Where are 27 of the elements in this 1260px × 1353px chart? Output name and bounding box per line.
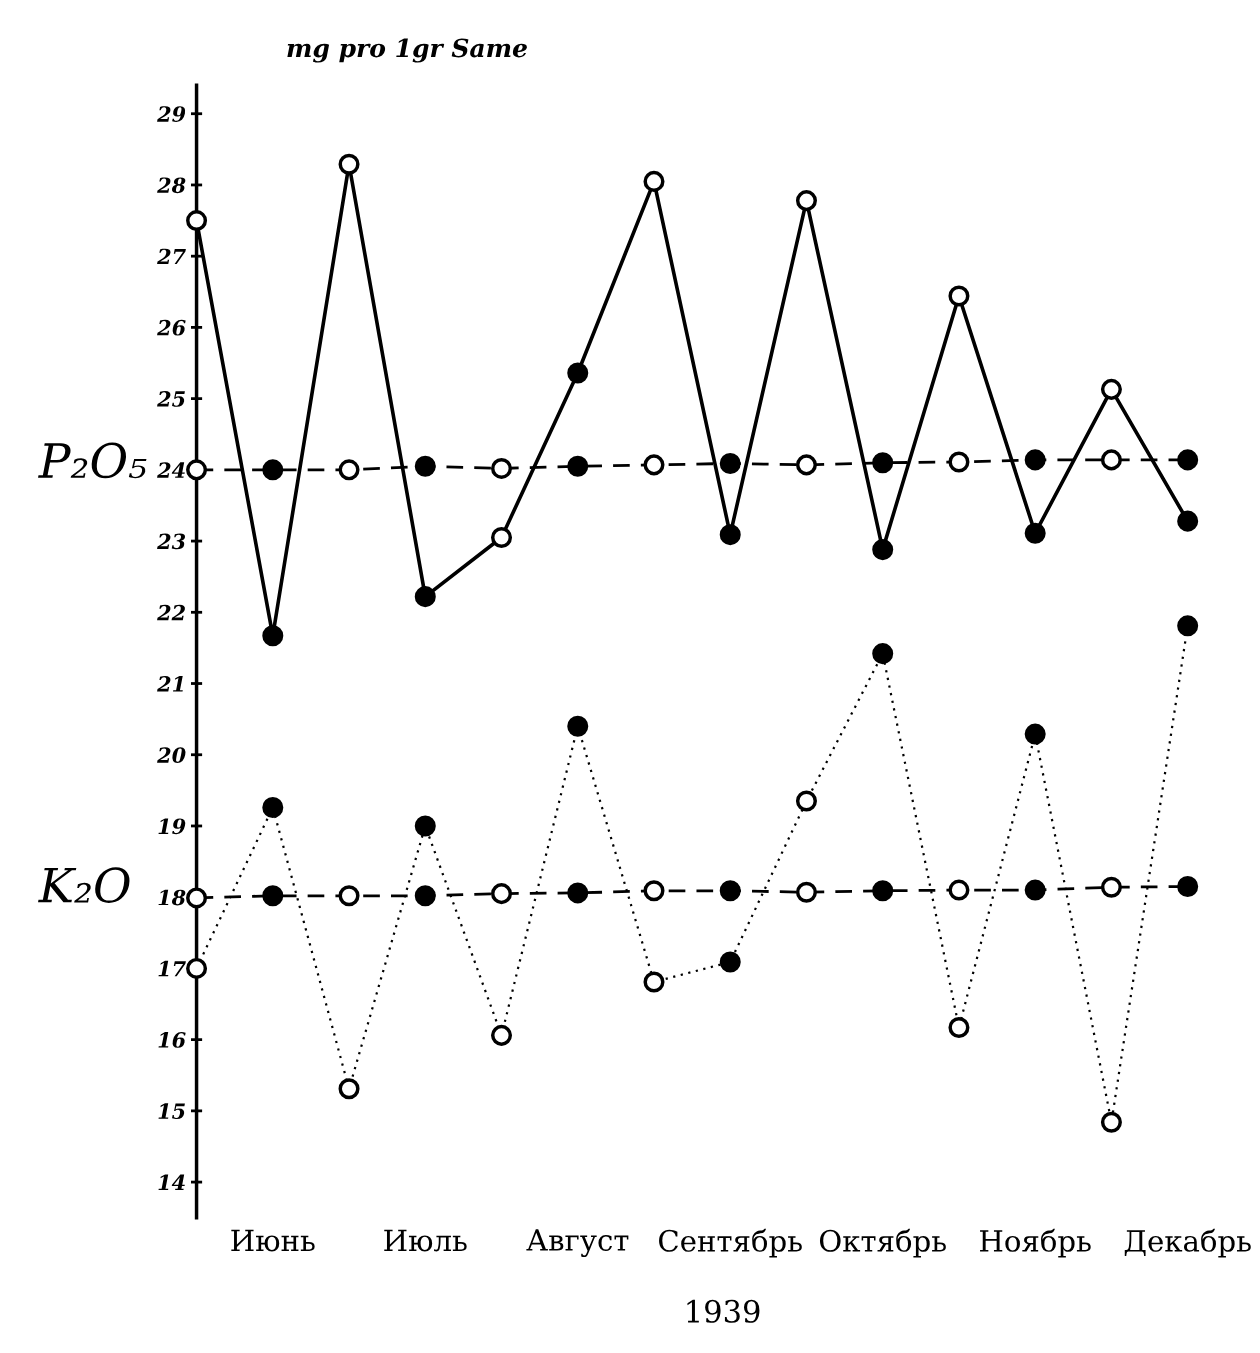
y-tick-label: 28: [157, 177, 186, 194]
y-tick-label: 24: [157, 462, 185, 478]
y-tick-label: 18: [158, 889, 186, 906]
x-tick-label: Июль: [384, 1229, 467, 1252]
x-tick-label: Ноябрь: [980, 1228, 1091, 1258]
y-axis-title: mg pro 1gr Same: [287, 38, 527, 63]
text: P₂O₅: [38, 442, 147, 479]
y-tick-label: 17: [158, 960, 186, 977]
text: K₂O: [38, 867, 130, 903]
y-tick-label: 22: [157, 604, 185, 621]
y-tick-label: 21: [157, 675, 183, 692]
y-tick-label: 26: [157, 319, 186, 336]
y-tick-label: 25: [157, 391, 185, 407]
x-tick-label: Декабрь: [1124, 1228, 1251, 1258]
x-tick-label: Август: [526, 1229, 629, 1258]
y-tick-label: 29: [157, 106, 186, 122]
y-tick-label: 14: [158, 1174, 185, 1190]
y-tick-label: 27: [157, 248, 186, 265]
y-tick-label: 15: [158, 1103, 185, 1120]
x-axis-title: 1939: [687, 1299, 760, 1323]
y-tick-label: 20: [157, 747, 186, 763]
y-tick-label: 19: [158, 818, 186, 835]
x-tick-label: Октябрь: [819, 1228, 946, 1258]
x-tick-label: Сентябрь: [659, 1228, 802, 1258]
y-tick-label: 23: [157, 533, 186, 550]
x-tick-label: Июнь: [231, 1229, 315, 1252]
y-tick-label: 16: [158, 1032, 186, 1048]
